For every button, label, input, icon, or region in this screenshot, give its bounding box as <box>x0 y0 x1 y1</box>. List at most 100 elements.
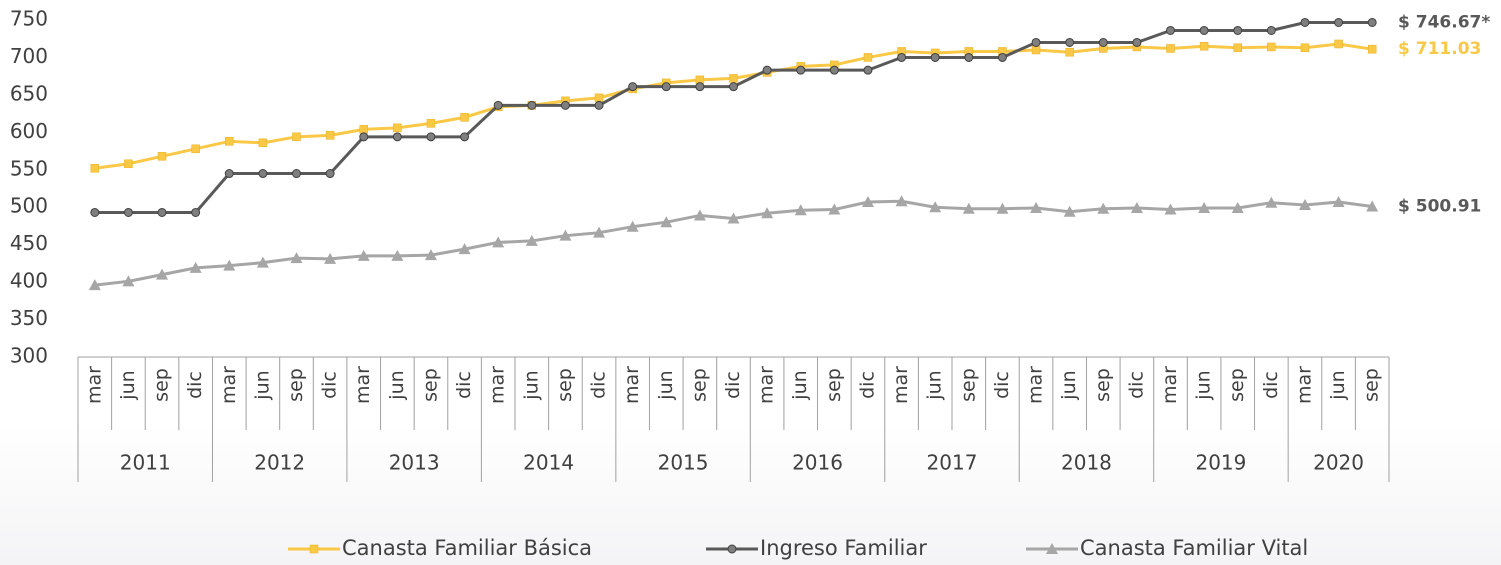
data-point <box>861 195 874 207</box>
month-label: jun <box>1193 370 1215 400</box>
data-point <box>1063 205 1076 217</box>
month-label: dic <box>1125 371 1147 399</box>
data-point <box>90 207 100 217</box>
data-point <box>997 52 1007 62</box>
data-point <box>426 119 436 128</box>
data-point <box>393 123 402 133</box>
data-point <box>123 207 133 217</box>
month-label: dic <box>453 371 475 399</box>
data-point <box>426 132 436 142</box>
month-label: jun <box>789 370 811 400</box>
data-point <box>1267 42 1276 52</box>
month-label: dic <box>991 371 1013 399</box>
data-point <box>1098 37 1108 47</box>
data-point <box>594 93 604 103</box>
month-label: jun <box>1327 370 1349 400</box>
data-point <box>359 125 368 134</box>
data-point <box>996 202 1009 214</box>
data-point <box>729 82 738 92</box>
data-point <box>794 204 807 216</box>
data-point <box>392 132 402 142</box>
legend-label: Ingreso Familiar <box>760 536 927 560</box>
month-label: mar <box>83 366 105 404</box>
data-point <box>1198 201 1211 213</box>
data-point <box>1097 202 1110 214</box>
month-label: dic <box>319 371 341 399</box>
month-label: mar <box>1293 366 1315 404</box>
y-tick-label: 700 <box>10 44 48 68</box>
data-point <box>90 164 100 173</box>
data-point <box>1031 37 1041 47</box>
data-point <box>292 169 301 179</box>
month-label: dic <box>184 371 206 399</box>
data-point <box>325 169 335 179</box>
y-tick-label: 650 <box>10 81 48 105</box>
data-point <box>157 152 167 161</box>
data-point <box>1300 17 1310 27</box>
data-point <box>122 275 135 287</box>
legend-label: Canasta Familiar Básica <box>342 536 592 560</box>
month-label: sep <box>957 368 979 402</box>
end-label: $ 500.91 <box>1398 197 1481 217</box>
data-point <box>594 100 604 110</box>
data-point <box>527 100 537 110</box>
data-point <box>559 229 572 241</box>
y-tick-label: 400 <box>10 269 48 293</box>
series-line <box>94 20 1373 214</box>
month-label: sep <box>1361 368 1383 402</box>
data-point <box>325 131 335 140</box>
y-tick-label: 450 <box>10 231 48 255</box>
data-point <box>661 82 671 92</box>
data-point <box>258 169 268 179</box>
data-point <box>626 220 639 232</box>
data-point <box>1265 196 1278 208</box>
data-point <box>693 209 706 221</box>
data-point <box>493 100 503 110</box>
month-label: mar <box>218 366 240 404</box>
data-point <box>1300 43 1310 52</box>
data-point <box>1065 37 1075 47</box>
month-label: jun <box>655 370 677 400</box>
data-point <box>1334 17 1344 27</box>
data-point <box>1030 201 1043 213</box>
data-point <box>256 256 269 268</box>
data-point <box>1334 39 1343 49</box>
data-point <box>1166 25 1175 35</box>
data-point <box>930 52 940 62</box>
year-label: 2011 <box>120 451 171 475</box>
data-point <box>560 100 570 110</box>
month-label: sep <box>823 368 845 402</box>
y-tick-label: 600 <box>10 119 48 143</box>
data-point <box>124 159 133 169</box>
month-label: mar <box>1159 366 1181 404</box>
month-label: dic <box>588 371 610 399</box>
legend-marker <box>727 544 737 554</box>
legend-item: Canasta Familiar Vital <box>1026 536 1308 560</box>
data-point <box>290 252 303 264</box>
y-tick-label: 300 <box>10 344 48 368</box>
month-label: mar <box>621 366 643 404</box>
data-point <box>225 137 234 146</box>
data-point <box>964 52 974 62</box>
data-point <box>223 259 236 271</box>
year-label: 2012 <box>254 451 305 475</box>
data-point <box>492 236 505 248</box>
data-point <box>1199 41 1209 51</box>
data-point <box>1367 17 1377 27</box>
data-point <box>1130 201 1143 213</box>
data-point <box>1366 200 1379 212</box>
data-point <box>525 234 538 246</box>
data-point <box>1233 25 1243 35</box>
data-point <box>929 201 942 213</box>
legend-marker <box>309 544 319 554</box>
data-point <box>424 249 437 261</box>
data-point <box>156 268 169 280</box>
year-label: 2018 <box>1061 451 1112 475</box>
data-point <box>191 144 200 154</box>
data-point <box>829 65 839 75</box>
data-point <box>962 202 975 214</box>
month-label: sep <box>1226 368 1248 402</box>
legend-item: Ingreso Familiar <box>706 536 927 560</box>
data-point <box>357 249 370 261</box>
data-point <box>1233 43 1242 52</box>
